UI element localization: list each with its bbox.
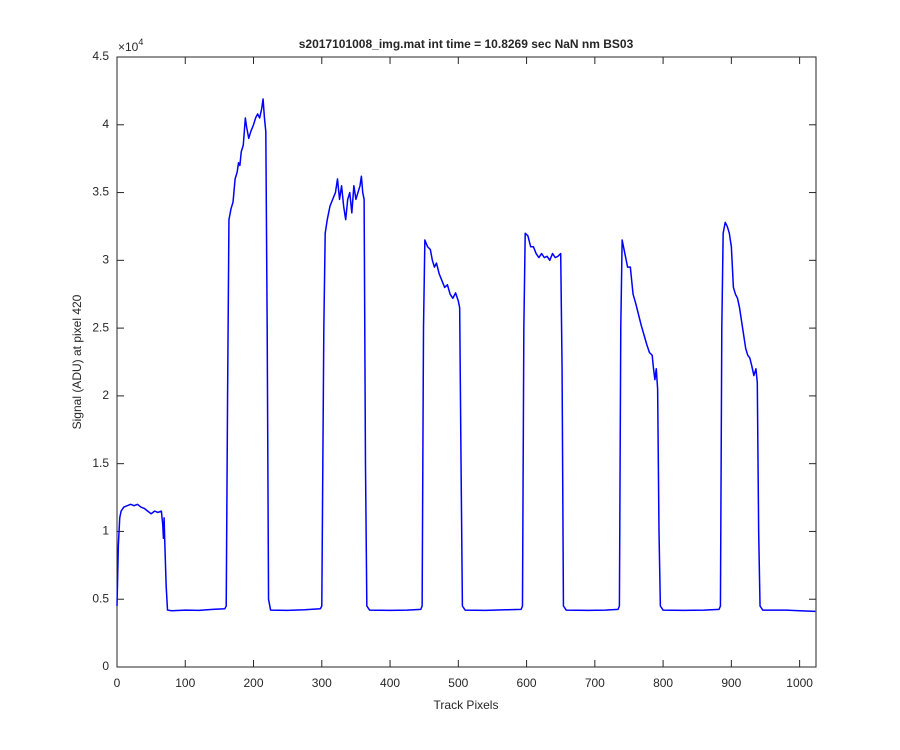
plot-area: [116, 56, 817, 668]
y-tick-label: 4: [102, 117, 109, 131]
y-tick-label: 2: [102, 388, 109, 402]
chart-title: s2017101008_img.mat int time = 10.8269 s…: [299, 37, 634, 51]
x-tick-label: 400: [380, 676, 400, 690]
y-tick-label: 2.5: [92, 320, 109, 334]
x-axis-label: Track Pixels: [434, 698, 499, 712]
y-axis-label: Signal (ADU) at pixel 420: [70, 294, 84, 429]
x-tick-label: 500: [448, 676, 468, 690]
x-tick-label: 900: [721, 676, 741, 690]
y-tick-label: 0: [102, 659, 109, 673]
y-tick-label: 3.5: [92, 185, 109, 199]
y-multiplier-exponent: 4: [138, 37, 143, 47]
x-tick-label: 300: [312, 676, 332, 690]
y-multiplier-base: ×10: [118, 40, 139, 54]
x-tick-label: 1000: [786, 676, 813, 690]
y-tick-label: 1: [102, 524, 109, 538]
x-tick-label: 200: [244, 676, 264, 690]
y-tick-label: 4.5: [92, 49, 109, 63]
y-multiplier: ×104: [118, 37, 143, 54]
x-tick-label: 800: [653, 676, 673, 690]
x-tick-label: 100: [175, 676, 195, 690]
y-tick-label: 0.5: [92, 591, 109, 605]
y-tick-label: 1.5: [92, 456, 109, 470]
x-tick-label: 700: [585, 676, 605, 690]
x-tick-label: 0: [114, 676, 121, 690]
x-tick-label: 600: [517, 676, 537, 690]
data-line: [116, 98, 816, 613]
y-tick-label: 3: [102, 253, 109, 267]
